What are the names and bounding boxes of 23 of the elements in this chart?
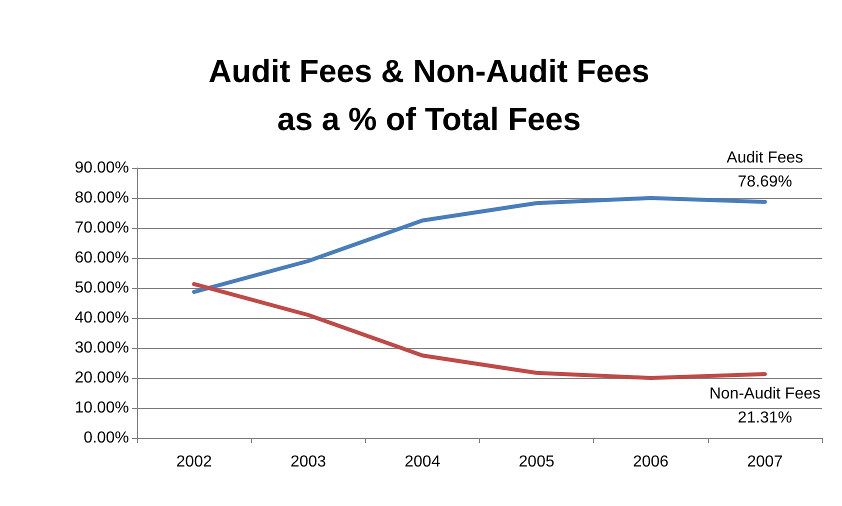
data-label: 78.69%: [738, 173, 792, 190]
y-tick-label: 30.00%: [74, 340, 129, 356]
line-series: [192, 196, 767, 294]
y-tick-label: 40.00%: [74, 310, 129, 326]
x-tick-label: 2006: [632, 454, 669, 470]
x-tick-label: 2004: [404, 454, 440, 470]
y-tick-label: 70.00%: [74, 220, 129, 236]
text: Audit Fees: [726, 149, 804, 166]
data-label: 21.31%: [738, 410, 792, 427]
y-tick-label: 90.00%: [74, 160, 129, 176]
x-tick-label: 2005: [518, 454, 554, 470]
y-tick-label: 80.00%: [74, 190, 129, 206]
y-tick-label: 10.00%: [74, 400, 129, 416]
series-label: Non-Audit Fees: [709, 386, 821, 403]
line-series: [192, 282, 767, 380]
chart-title: Audit Fees & Non-Audit Fees as a % of Total Fees: [208, 53, 650, 137]
y-tick-label: 0.00%: [84, 430, 129, 446]
y-tick-label: 20.00%: [74, 370, 129, 386]
x-tick-label: 2002: [176, 454, 212, 470]
x-tick-label: 2007: [747, 454, 783, 470]
x-tick-label: 2003: [290, 454, 326, 470]
y-tick-label: 60.00%: [74, 250, 129, 266]
y-tick-label: 50.00%: [74, 280, 129, 296]
